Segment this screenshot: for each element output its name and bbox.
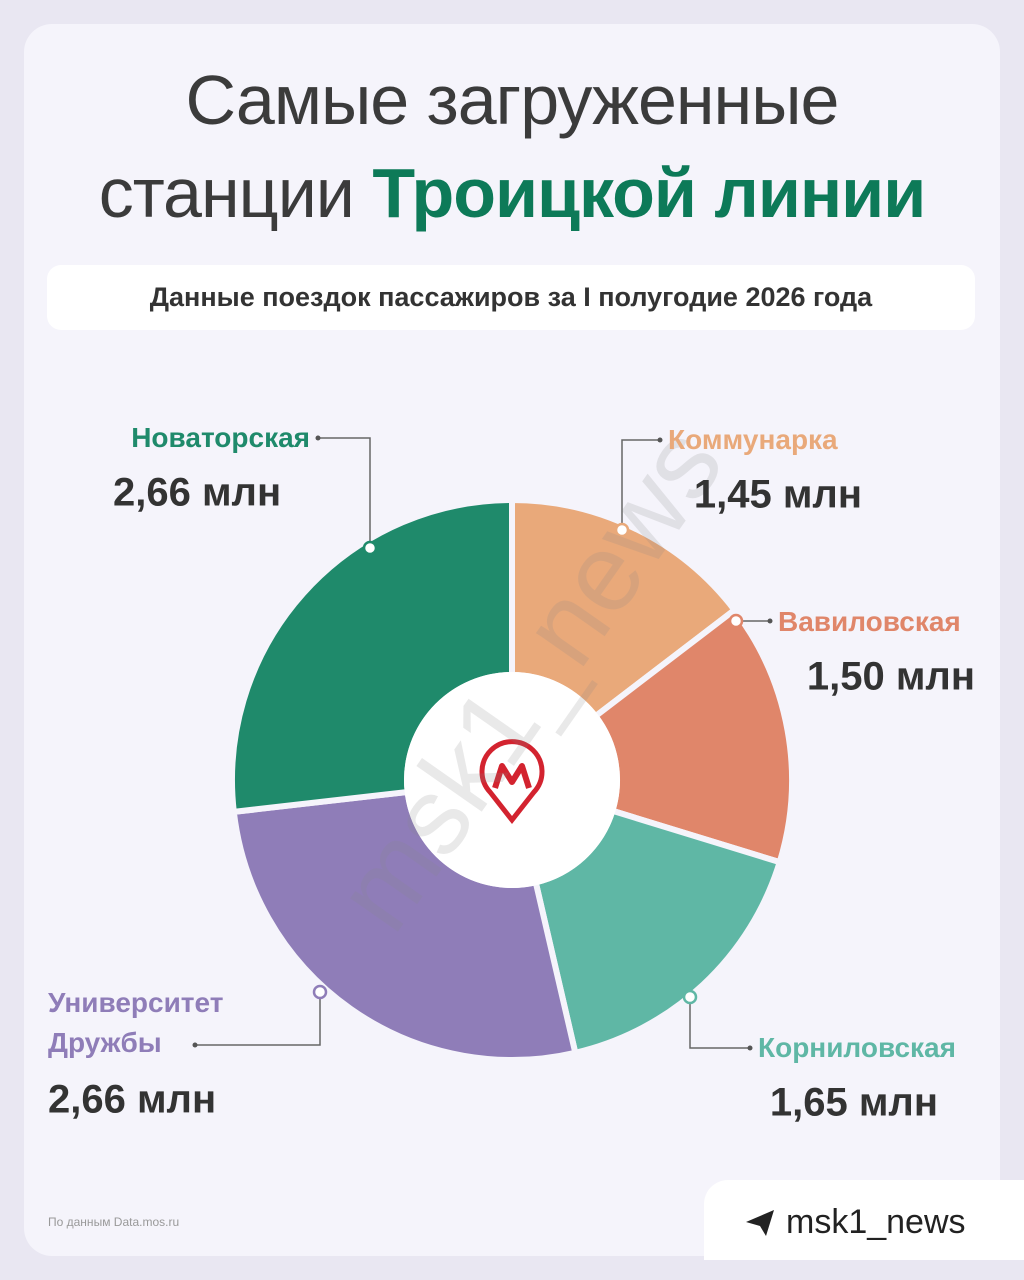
category-label: Университет Дружбы xyxy=(48,987,224,1058)
leader-dot xyxy=(614,522,630,538)
leader-line xyxy=(195,992,321,1046)
leader-line xyxy=(689,997,750,1049)
leader-line xyxy=(318,437,371,548)
leader-end xyxy=(315,435,321,441)
value-label: 1,65 млн xyxy=(769,1080,938,1125)
subtitle: Данные поездок пассажиров за I полугодие… xyxy=(47,265,975,330)
title-line2: станции Троицкой линии xyxy=(0,153,1024,233)
source: По данным Data.mos.ru xyxy=(48,1215,180,1229)
title-line1: Самые загруженные xyxy=(185,61,840,139)
leader-line xyxy=(621,439,660,530)
leader-end xyxy=(767,618,773,624)
leader-dot xyxy=(728,613,744,629)
value-label: 1,45 млн xyxy=(693,472,862,517)
category-label: Вавиловская xyxy=(778,606,961,637)
leader-end xyxy=(747,1045,753,1051)
category-label: Корниловская xyxy=(758,1032,956,1063)
leader-end xyxy=(192,1042,198,1048)
metro-logo-m xyxy=(492,763,532,789)
title-highlight: Троицкой линии xyxy=(372,154,926,232)
title-prefix: станции xyxy=(98,154,355,232)
value-label: 2,66 млн xyxy=(48,1077,217,1122)
leader-dot xyxy=(312,984,328,1000)
leader-dot xyxy=(682,989,698,1005)
metro-logo xyxy=(479,739,545,825)
category-label: Новаторская xyxy=(131,422,310,453)
value-label: 1,50 млн xyxy=(806,654,975,699)
value-label: 2,66 млн xyxy=(113,470,282,515)
leader-dot xyxy=(362,540,378,556)
leader-end xyxy=(657,437,663,443)
brand: msk1_news xyxy=(786,1203,966,1241)
category-label: Коммунарка xyxy=(668,424,838,455)
